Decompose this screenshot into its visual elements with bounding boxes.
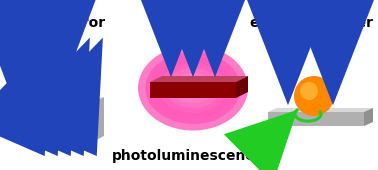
Text: bragg mirror: bragg mirror (5, 16, 105, 30)
Polygon shape (268, 108, 373, 112)
Polygon shape (94, 97, 104, 141)
Ellipse shape (294, 76, 334, 116)
Polygon shape (12, 102, 94, 109)
Polygon shape (236, 76, 248, 98)
Ellipse shape (166, 68, 220, 108)
Ellipse shape (172, 73, 214, 103)
Text: energy transfer: energy transfer (250, 16, 373, 30)
Ellipse shape (153, 58, 233, 118)
Polygon shape (150, 76, 248, 82)
Ellipse shape (159, 63, 227, 113)
Polygon shape (150, 82, 236, 98)
Polygon shape (268, 112, 364, 126)
Ellipse shape (138, 46, 248, 131)
Text: photoluminescence: photoluminescence (112, 149, 264, 163)
Polygon shape (12, 97, 104, 102)
Polygon shape (12, 110, 94, 117)
Ellipse shape (146, 52, 240, 124)
Polygon shape (12, 134, 94, 141)
Polygon shape (12, 118, 94, 125)
Polygon shape (364, 108, 373, 126)
Ellipse shape (300, 82, 318, 100)
Polygon shape (12, 126, 94, 133)
